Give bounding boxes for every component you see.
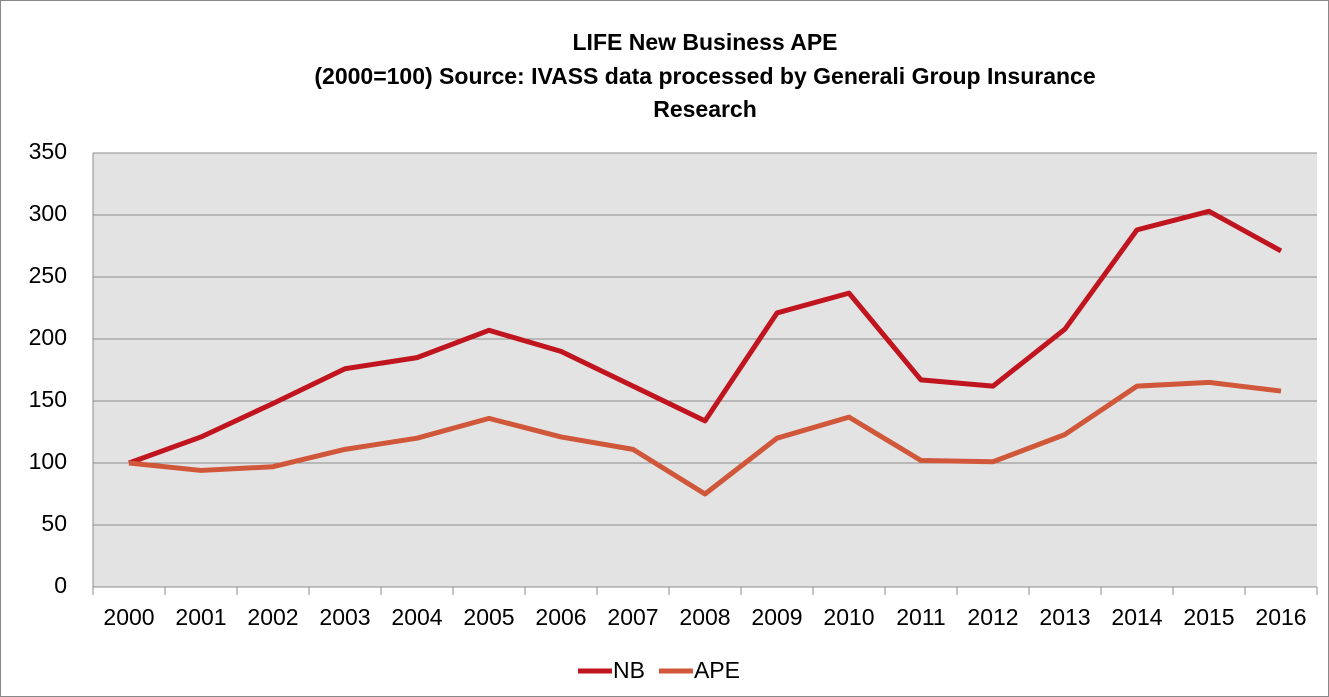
plot-area	[93, 153, 1317, 587]
y-tick-label: 300	[29, 200, 67, 226]
chart-title: Research	[653, 96, 757, 122]
x-tick-label: 2009	[751, 604, 802, 630]
x-tick-label: 2001	[175, 604, 226, 630]
x-tick-label: 2002	[247, 604, 298, 630]
data-line	[128, 379, 1282, 497]
y-tick-label: 150	[29, 386, 67, 412]
x-tick-label: 2005	[463, 604, 514, 630]
legend-label: APE	[694, 657, 740, 683]
x-tick-label: 2008	[679, 604, 730, 630]
y-tick-label: 250	[29, 262, 67, 288]
y-tick-label: 50	[41, 510, 67, 536]
y-tick-label: 200	[29, 324, 67, 350]
x-tick-label: 2010	[823, 604, 874, 630]
x-tick-label: 2012	[967, 604, 1018, 630]
y-tick-label: 0	[54, 572, 67, 598]
x-tick-label: 2007	[607, 604, 658, 630]
x-tick-label: 2003	[319, 604, 370, 630]
y-tick-label: 350	[29, 138, 67, 164]
data-line	[128, 208, 1283, 466]
chart-title: LIFE New Business APE	[573, 29, 838, 55]
x-tick-label: 2004	[391, 604, 442, 630]
x-tick-label: 2006	[535, 604, 586, 630]
x-tick-label: 2014	[1111, 604, 1162, 630]
chart-title: (2000=100) Source: IVASS data processed …	[314, 63, 1095, 89]
x-tick-label: 2013	[1039, 604, 1090, 630]
legend-label: NB	[613, 657, 645, 683]
x-tick-label: 2016	[1255, 604, 1306, 630]
x-tick-label: 2000	[103, 604, 154, 630]
y-tick-label: 100	[29, 448, 67, 474]
x-tick-label: 2011	[896, 604, 945, 630]
x-tick-label: 2015	[1183, 604, 1234, 630]
